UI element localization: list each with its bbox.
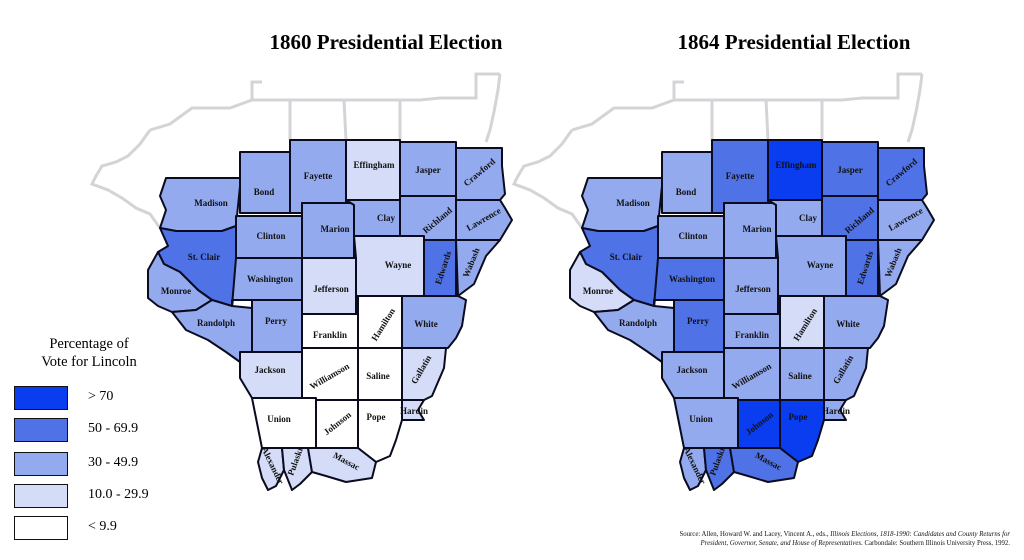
county-label: Marion: [321, 224, 350, 234]
county-label: Saline: [366, 371, 390, 381]
neighbor-county-outline: [250, 82, 348, 141]
county-label: Randolph: [619, 318, 657, 328]
county-label: Fayette: [304, 171, 332, 181]
county-label: Jefferson: [735, 284, 771, 294]
neighbor-county-outline: [89, 129, 162, 229]
legend-title-line2: Vote for Lincoln: [41, 354, 137, 370]
legend-swatch: [14, 516, 68, 540]
county-label: Clay: [377, 213, 396, 223]
source-text: Source: Allen, Howard W. and Lacey, Vinc…: [679, 531, 831, 538]
legend-item: 50 - 69.9: [14, 418, 214, 444]
county-label: St. Clair: [610, 252, 643, 262]
neighbor-county-outline: [766, 72, 922, 140]
legend-swatch: [14, 418, 68, 442]
neighbor-county-outline: [672, 82, 770, 141]
county-label: Hardin: [822, 406, 850, 416]
county-label: White: [414, 319, 438, 329]
county-bond: [661, 151, 713, 214]
county-perry: [673, 299, 725, 357]
legend-item: 30 - 49.9: [14, 452, 214, 478]
neighbor-county-outline: [571, 80, 684, 132]
county-label: Marion: [743, 224, 772, 234]
legend-item: < 9.9: [14, 516, 214, 542]
county-hardin: [401, 399, 425, 421]
county-perry: [251, 299, 303, 357]
neighbor-county-outline: [484, 73, 502, 143]
county-label: Perry: [687, 316, 709, 326]
county-massac: [307, 447, 377, 483]
county-label: Bond: [254, 187, 275, 197]
county-label: Franklin: [313, 330, 347, 340]
county-label: St. Clair: [188, 252, 221, 262]
county-label: Jasper: [837, 165, 863, 175]
county-label: Clinton: [678, 231, 707, 241]
county-label: Saline: [788, 371, 812, 381]
county-label: Washington: [247, 274, 293, 284]
county-label: Union: [267, 414, 291, 424]
legend-title-line1: Percentage of: [49, 336, 129, 352]
county-label: Washington: [669, 274, 715, 284]
county-label: Monroe: [161, 286, 191, 296]
county-label: Fayette: [726, 171, 754, 181]
legend-label: 30 - 49.9: [88, 455, 139, 470]
legend-swatch: [14, 484, 68, 508]
map-title-1864: 1864 Presidential Election: [677, 30, 911, 54]
source-title-cont: President, Governor, Senate, and House o…: [700, 539, 862, 547]
county-label: Bond: [676, 187, 697, 197]
county-bond: [239, 151, 291, 214]
county-label: Hardin: [400, 406, 428, 416]
neighbor-county-outline: [149, 80, 262, 132]
county-label: Perry: [265, 316, 287, 326]
county-label: Randolph: [197, 318, 235, 328]
county-label: Jackson: [676, 365, 707, 375]
legend-item: > 70: [14, 386, 214, 412]
county-label: Madison: [194, 198, 228, 208]
county-hardin: [823, 399, 847, 421]
source-publisher: . Carbondale: Southern Illinois Universi…: [861, 539, 1010, 547]
county-label: Jackson: [254, 365, 285, 375]
legend-swatch: [14, 452, 68, 476]
county-label: Pope: [367, 412, 386, 422]
neighbor-county-outline: [906, 73, 924, 143]
county-wabash: [877, 239, 923, 297]
neighbor-county-outline: [344, 72, 500, 140]
county-label: Effingham: [775, 160, 817, 170]
county-wabash: [455, 239, 501, 297]
source-title: Illinois Elections, 1818-1990: Candidate…: [830, 531, 1010, 538]
county-label: Clinton: [256, 231, 285, 241]
legend-title: Percentage of Vote for Lincoln: [14, 335, 164, 371]
legend-label: > 70: [88, 389, 114, 404]
county-label: Clay: [799, 213, 818, 223]
legend-item: 10.0 - 29.9: [14, 484, 214, 510]
legend-label: 50 - 69.9: [88, 421, 139, 436]
map-title-1860: 1860 Presidential Election: [269, 30, 503, 54]
county-label: White: [836, 319, 860, 329]
neighbor-county-outline: [511, 129, 584, 229]
legend-label: 10.0 - 29.9: [88, 487, 149, 502]
county-label: Franklin: [735, 330, 769, 340]
county-label: Effingham: [353, 160, 395, 170]
county-massac: [729, 447, 799, 483]
county-label: Wayne: [807, 260, 834, 270]
county-label: Madison: [616, 198, 650, 208]
legend-swatch: [14, 386, 68, 410]
county-label: Monroe: [583, 286, 613, 296]
county-label: Jefferson: [313, 284, 349, 294]
county-label: Wayne: [385, 260, 412, 270]
county-label: Union: [689, 414, 713, 424]
legend-label: < 9.9: [88, 519, 117, 534]
county-label: Jasper: [415, 165, 441, 175]
source-citation: Source: Allen, Howard W. and Lacey, Vinc…: [590, 531, 1010, 548]
county-label: Pope: [789, 412, 808, 422]
